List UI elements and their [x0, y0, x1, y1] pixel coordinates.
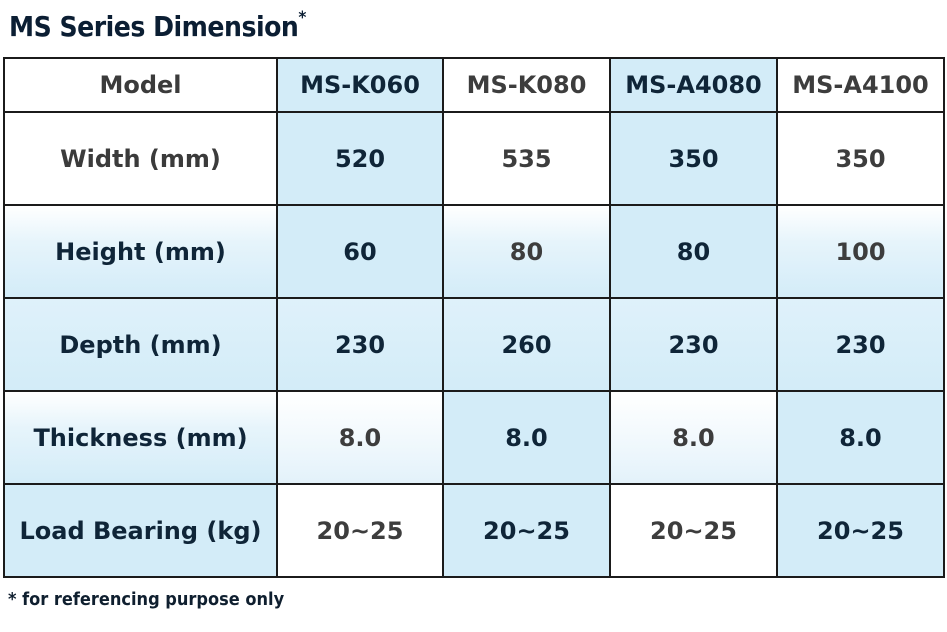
header-model-ms-k080: MS-K080	[442, 57, 611, 113]
table-cell: 20~25	[442, 483, 611, 578]
table-row-height: Height (mm) 60 80 80 100	[3, 204, 945, 299]
table-cell: 100	[776, 204, 945, 299]
table-row-depth: Depth (mm) 230 260 230 230	[3, 297, 945, 392]
row-label-height: Height (mm)	[3, 204, 278, 299]
header-model-ms-k060: MS-K060	[276, 57, 444, 113]
table-cell: 20~25	[609, 483, 778, 578]
table-cell: 8.0	[442, 390, 611, 485]
row-label-load-bearing: Load Bearing (kg)	[3, 483, 278, 578]
table-cell: 8.0	[776, 390, 945, 485]
header-model-label: Model	[3, 57, 278, 113]
table-cell: 520	[276, 111, 444, 206]
table-cell: 230	[776, 297, 945, 392]
table-cell: 8.0	[276, 390, 444, 485]
header-model-ms-a4100: MS-A4100	[776, 57, 945, 113]
table-cell: 260	[442, 297, 611, 392]
dimension-table: Model MS-K060 MS-K080 MS-A4080 MS-A4100 …	[3, 57, 945, 578]
table-cell: 350	[609, 111, 778, 206]
table-cell: 20~25	[276, 483, 444, 578]
page-title: MS Series Dimension*	[9, 8, 306, 43]
table-row-thickness: Thickness (mm) 8.0 8.0 8.0 8.0	[3, 390, 945, 485]
table-cell: 535	[442, 111, 611, 206]
table-cell: 80	[442, 204, 611, 299]
table-row-load-bearing: Load Bearing (kg) 20~25 20~25 20~25 20~2…	[3, 483, 945, 578]
table-cell: 230	[609, 297, 778, 392]
table-cell: 350	[776, 111, 945, 206]
table-row-width: Width (mm) 520 535 350 350	[3, 111, 945, 206]
footnote: * for referencing purpose only	[8, 589, 285, 610]
table-cell: 20~25	[776, 483, 945, 578]
table-cell: 80	[609, 204, 778, 299]
table-cell: 230	[276, 297, 444, 392]
table-cell: 8.0	[609, 390, 778, 485]
table-cell: 60	[276, 204, 444, 299]
row-label-width: Width (mm)	[3, 111, 278, 206]
table-header-row: Model MS-K060 MS-K080 MS-A4080 MS-A4100	[3, 57, 945, 113]
row-label-thickness: Thickness (mm)	[3, 390, 278, 485]
row-label-depth: Depth (mm)	[3, 297, 278, 392]
header-model-ms-a4080: MS-A4080	[609, 57, 778, 113]
title-asterisk: *	[298, 8, 306, 28]
title-text: MS Series Dimension	[9, 10, 299, 43]
